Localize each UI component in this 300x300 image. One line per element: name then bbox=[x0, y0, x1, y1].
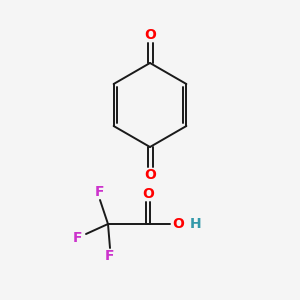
Text: O: O bbox=[172, 217, 184, 231]
Text: H: H bbox=[190, 217, 202, 231]
Text: F: F bbox=[105, 249, 115, 263]
Text: O: O bbox=[142, 187, 154, 201]
Text: O: O bbox=[144, 168, 156, 182]
Text: O: O bbox=[144, 28, 156, 42]
Text: F: F bbox=[73, 231, 83, 245]
Text: F: F bbox=[95, 185, 105, 199]
